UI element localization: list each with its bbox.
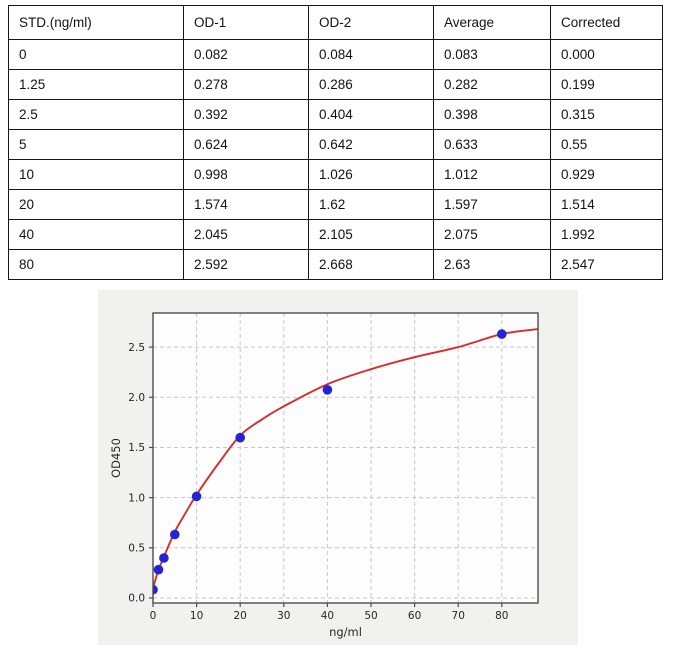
column-header: Average: [433, 5, 551, 40]
column-header: STD.(ng/ml): [8, 5, 184, 40]
table-cell: 0.199: [550, 69, 663, 100]
table-cell: 1.25: [8, 69, 184, 100]
table-cell: 0.315: [550, 99, 663, 130]
data-point: [497, 329, 507, 339]
table-cell: 20: [8, 189, 184, 220]
y-tick-label: 1.5: [128, 442, 145, 454]
plot-background: [153, 313, 538, 603]
data-point: [235, 432, 245, 443]
x-tick-label: 10: [190, 610, 203, 622]
column-header: OD-1: [183, 5, 309, 40]
table-row: 40 2.045 2.105 2.075 1.992: [8, 219, 663, 250]
table-row: 0 0.082 0.084 0.083 0.000: [8, 39, 663, 70]
table-cell: 0.392: [183, 99, 309, 130]
table-row: 2.5 0.392 0.404 0.398 0.315: [8, 99, 663, 130]
table-cell: 0.929: [550, 159, 663, 190]
table-header-row: STD.(ng/ml) OD-1 OD-2 Average Corrected: [8, 5, 663, 40]
table-cell: 0.282: [433, 69, 551, 100]
data-point: [153, 584, 158, 595]
x-tick-label: 30: [277, 610, 290, 622]
y-tick-label: 0.0: [128, 593, 145, 605]
table-cell: 80: [8, 249, 184, 280]
table-cell: 0.398: [433, 99, 551, 130]
x-tick-label: 70: [452, 610, 465, 622]
table-cell: 10: [8, 159, 184, 190]
table-cell: 2.668: [308, 249, 434, 280]
table-cell: 0.084: [308, 39, 434, 70]
data-point: [322, 385, 333, 395]
x-tick-label: 20: [234, 610, 247, 622]
table-cell: 0.404: [308, 99, 434, 130]
standards-table-header: STD.(ng/ml) OD-1 OD-2 Average Corrected: [8, 5, 663, 40]
data-point: [191, 491, 202, 502]
table-cell: 0.624: [183, 129, 309, 160]
table-cell: 1.597: [433, 189, 551, 220]
table-cell: 2.075: [433, 219, 551, 250]
table-cell: 2.105: [308, 219, 434, 250]
standards-table: STD.(ng/ml) OD-1 OD-2 Average Corrected 0 0.0…: [8, 5, 663, 280]
x-tick-label: 40: [321, 610, 334, 622]
table-cell: 1.992: [550, 219, 663, 250]
table-cell: 2.5: [8, 99, 184, 130]
table-cell: 0.000: [550, 39, 663, 70]
standard-curve-svg: 0 10 20 30 40 50 60 70 80 0.0 0.5 1.0 1.5 2.0 2.5 ng/ml…: [98, 290, 578, 645]
table-cell: 5: [8, 129, 184, 160]
table-cell: 0.55: [550, 129, 663, 160]
x-tick-label: 0: [150, 610, 157, 622]
table-cell: 0.278: [183, 69, 309, 100]
table-cell: 1.012: [433, 159, 551, 190]
x-axis-label: ng/ml: [329, 625, 362, 639]
table-row: 20 1.574 1.62 1.597 1.514: [8, 189, 663, 220]
standard-curve-figure: 0 10 20 30 40 50 60 70 80 0.0 0.5 1.0 1.5 2.0 2.5 ng/ml…: [98, 290, 578, 645]
table-cell: 1.514: [550, 189, 663, 220]
table-cell: 0.082: [183, 39, 309, 70]
table-cell: 0.083: [433, 39, 551, 70]
table-cell: 40: [8, 219, 184, 250]
table-cell: 1.574: [183, 189, 309, 220]
table-cell: 1.026: [308, 159, 434, 190]
column-header: OD-2: [308, 5, 434, 40]
axes-frame: [152, 312, 539, 604]
table-row: 1.25 0.278 0.286 0.282 0.199: [8, 69, 663, 100]
table-row: 5 0.624 0.642 0.633 0.55: [8, 129, 663, 160]
data-point: [153, 564, 164, 575]
x-tick-label: 60: [408, 610, 421, 622]
y-tick-label: 1.0: [128, 492, 145, 504]
x-tick-label: 50: [364, 610, 377, 622]
standards-table-body: 0 0.082 0.084 0.083 0.000 1.25 0.278 0.286 0.282…: [8, 39, 663, 280]
y-tick-label: 2.5: [128, 342, 145, 354]
fit-curve: [153, 328, 538, 589]
table-cell: 0.642: [308, 129, 434, 160]
table-cell: 1.62: [308, 189, 434, 220]
table-cell: 2.547: [550, 249, 663, 280]
table-cell: 2.592: [183, 249, 309, 280]
data-point: [170, 529, 180, 540]
y-tick-label: 0.5: [128, 543, 145, 555]
table-cell: 0.998: [183, 159, 309, 190]
column-header: Corrected: [550, 5, 663, 40]
y-axis-label: OD450: [109, 438, 123, 478]
table-cell: 2.63: [433, 249, 551, 280]
table-cell: 0.286: [308, 69, 434, 100]
table-cell: 0.633: [433, 129, 551, 160]
table-cell: 2.045: [183, 219, 309, 250]
data-point: [159, 553, 169, 563]
table-row: 10 0.998 1.026 1.012 0.929: [8, 159, 663, 190]
table-row: 80 2.592 2.668 2.63 2.547: [8, 249, 663, 280]
x-tick-label: 80: [495, 610, 508, 622]
y-tick-label: 2.0: [128, 392, 145, 404]
table-cell: 0: [8, 39, 184, 70]
